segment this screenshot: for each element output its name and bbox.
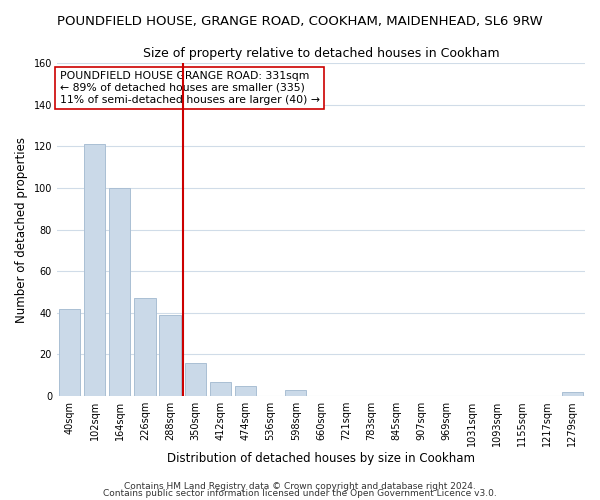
- Bar: [84, 144, 106, 396]
- Bar: [209, 382, 231, 396]
- Bar: [134, 298, 155, 396]
- Bar: [285, 390, 307, 396]
- Bar: [59, 308, 80, 396]
- Title: Size of property relative to detached houses in Cookham: Size of property relative to detached ho…: [143, 48, 499, 60]
- Bar: [160, 315, 181, 396]
- Text: POUNDFIELD HOUSE GRANGE ROAD: 331sqm
← 89% of detached houses are smaller (335)
: POUNDFIELD HOUSE GRANGE ROAD: 331sqm ← 8…: [59, 72, 320, 104]
- Bar: [185, 363, 206, 396]
- Bar: [235, 386, 256, 396]
- Bar: [562, 392, 583, 396]
- Bar: [109, 188, 130, 396]
- X-axis label: Distribution of detached houses by size in Cookham: Distribution of detached houses by size …: [167, 452, 475, 465]
- Text: Contains HM Land Registry data © Crown copyright and database right 2024.: Contains HM Land Registry data © Crown c…: [124, 482, 476, 491]
- Text: POUNDFIELD HOUSE, GRANGE ROAD, COOKHAM, MAIDENHEAD, SL6 9RW: POUNDFIELD HOUSE, GRANGE ROAD, COOKHAM, …: [57, 15, 543, 28]
- Y-axis label: Number of detached properties: Number of detached properties: [15, 136, 28, 322]
- Text: Contains public sector information licensed under the Open Government Licence v3: Contains public sector information licen…: [103, 489, 497, 498]
